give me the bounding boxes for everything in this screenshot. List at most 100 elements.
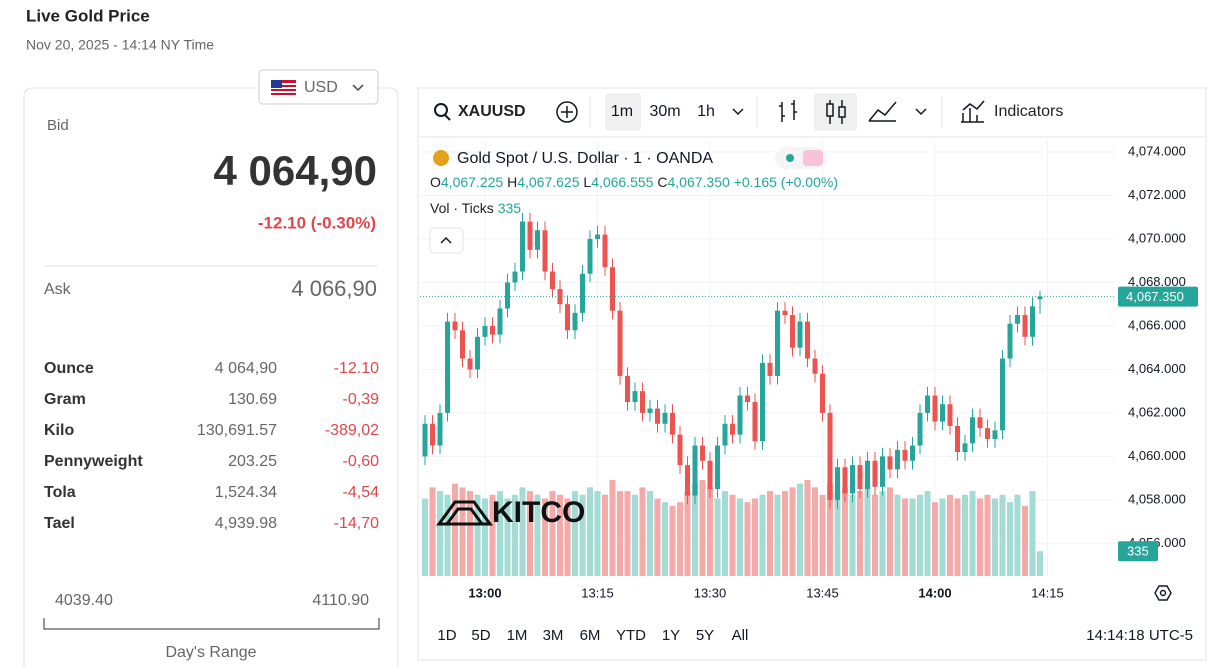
candle-body (820, 373, 825, 413)
volume-bar (594, 491, 601, 576)
area-icon[interactable] (868, 101, 897, 122)
candle-body (940, 404, 945, 422)
volume-bar (864, 483, 871, 576)
volume-bar (429, 487, 436, 576)
candle-body (460, 330, 465, 359)
volume-bar (512, 494, 518, 576)
volume-bar (879, 491, 886, 576)
bars-icon[interactable] (779, 100, 797, 122)
candle-body (475, 336, 480, 370)
candle-body (1007, 323, 1013, 359)
volume-bar (729, 494, 736, 576)
candle-body (827, 412, 833, 500)
candle-body (677, 434, 683, 466)
range-button[interactable]: 1Y (662, 627, 680, 644)
range-bar (43, 618, 380, 630)
volume-bar (954, 498, 961, 576)
unit-change: -389,02 (325, 422, 379, 439)
plot-area: 4,074.0004,072.0004,070.0004,068.0004,06… (420, 140, 1198, 600)
volume-bar (1014, 494, 1021, 576)
range-high: 4110.90 (312, 592, 369, 609)
market-status (786, 154, 794, 162)
range-button[interactable]: All (732, 627, 749, 644)
settings-icon[interactable] (1154, 585, 1172, 601)
symbol[interactable]: XAUUSD (458, 103, 526, 120)
y-tick-label: 4,074.000 (1128, 143, 1186, 158)
volume-bar (722, 491, 728, 576)
search-icon[interactable] (434, 103, 451, 121)
x-tick-label: 14:15 (1031, 585, 1064, 600)
volume-bar (707, 487, 713, 576)
y-tick-label: 4,072.000 (1128, 187, 1186, 202)
range-button[interactable]: 1M (507, 627, 528, 644)
candle-body (752, 402, 758, 442)
interval-button[interactable]: 1h (697, 103, 715, 120)
volume-bar (579, 494, 586, 576)
candle-body (1022, 315, 1028, 337)
candle-body (760, 362, 765, 442)
volume-bar (827, 483, 833, 576)
candle-body (962, 443, 968, 453)
volume-bar (422, 498, 428, 576)
unit-name: Gram (44, 391, 86, 408)
range-button[interactable]: 6M (580, 627, 601, 644)
candle-body (880, 456, 885, 487)
bid-change: -12.10 (-0.30%) (258, 213, 376, 232)
indicators-icon[interactable] (961, 100, 985, 123)
candle-body (692, 445, 698, 496)
candles-icon-body (838, 106, 846, 118)
currency-select[interactable] (258, 69, 379, 105)
candle-body (647, 408, 653, 413)
unit-price: 130.69 (228, 391, 277, 408)
unit-price: 4,939.98 (215, 515, 277, 532)
add-symbol-icon[interactable] (556, 101, 578, 123)
volume-bar (1029, 491, 1036, 576)
unit-change: -14,70 (334, 515, 379, 532)
candle-body (730, 423, 735, 435)
volume-bar (624, 491, 631, 576)
delay-icon (803, 150, 823, 166)
volume-bar (834, 491, 841, 576)
volume-bar (984, 494, 991, 576)
collapse-button[interactable] (429, 227, 464, 254)
collapse-icon (440, 236, 452, 244)
range-button[interactable]: 5Y (696, 627, 714, 644)
range-button[interactable]: 1D (437, 627, 456, 644)
candle-body (887, 456, 893, 470)
chart-title: Gold Spot / U.S. Dollar · 1 · OANDA (457, 150, 713, 167)
candle-body (670, 412, 675, 435)
candle-body (557, 288, 563, 305)
chevron[interactable] (915, 108, 927, 116)
volume-bar (654, 498, 661, 576)
range-button[interactable]: YTD (616, 627, 646, 644)
candle-body (1030, 306, 1035, 337)
volume-bar (669, 505, 676, 576)
volume-bar (894, 494, 901, 576)
ohlc-key: L (583, 174, 591, 190)
candle-body (542, 230, 548, 272)
interval-active (605, 93, 641, 131)
candle-body (865, 460, 870, 490)
volume-bar (969, 491, 976, 576)
unit-price: 130,691.57 (197, 422, 277, 439)
volume-bar (602, 494, 608, 576)
unit-price: 1,524.34 (215, 484, 277, 501)
y-tick-label: 4,070.000 (1128, 230, 1186, 245)
indicators-button[interactable]: Indicators (994, 103, 1063, 120)
y-tick-label: 4,060.000 (1128, 448, 1186, 463)
x-tick-label: 14:00 (918, 585, 951, 600)
candle-body (595, 234, 600, 239)
interval-button[interactable]: 30m (649, 103, 680, 120)
candle-body (527, 221, 533, 250)
range-button[interactable]: 3M (543, 627, 564, 644)
interval-button[interactable]: 1m (611, 103, 633, 120)
volume-bar (1037, 551, 1043, 576)
clock: 14:14:18 UTC-5 (1086, 627, 1193, 644)
candle-body (497, 308, 503, 335)
chevron[interactable] (732, 108, 744, 116)
intervals: 1m 30m 1h (611, 103, 715, 120)
range-button[interactable]: 5D (471, 627, 490, 644)
volume-bar (902, 498, 908, 576)
